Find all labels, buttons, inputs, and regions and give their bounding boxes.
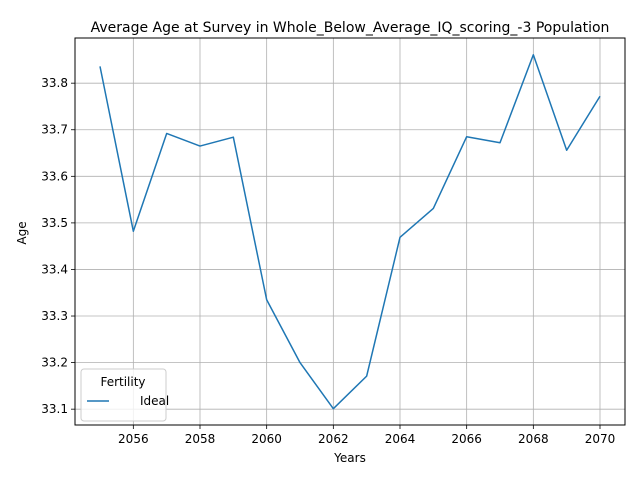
legend-label-ideal: Ideal [140,394,169,408]
y-tick-label: 33.5 [41,216,68,230]
series-line-ideal [99,54,601,410]
grid [75,38,625,425]
legend-box [80,368,167,422]
legend: Fertility Ideal [80,368,169,422]
y-tick-label: 33.7 [41,123,68,137]
x-tick-label: 2056 [118,432,149,446]
x-tick-label: 2070 [585,432,616,446]
chart-title: Average Age at Survey in Whole_Below_Ave… [91,20,610,36]
y-axis-ticks: 33.1 33.2 33.3 33.4 33.5 33.6 33.7 33.8 [41,76,75,416]
legend-title: Fertility [100,375,145,389]
y-tick-label: 33.8 [41,76,68,90]
plot-area-frame [74,37,626,426]
x-axis-ticks: 2056 2058 2060 2062 2064 2066 2068 2070 [118,425,615,446]
y-tick-label: 33.2 [41,356,68,370]
y-tick-label: 33.6 [41,169,68,183]
x-tick-label: 2058 [185,432,216,446]
series-layer [99,54,601,410]
x-tick-label: 2068 [518,432,549,446]
x-tick-label: 2062 [318,432,349,446]
y-axis-title: Age [15,221,29,244]
y-tick-label: 33.4 [41,262,68,276]
x-tick-label: 2064 [385,432,416,446]
x-tick-label: 2066 [451,432,482,446]
y-tick-label: 33.3 [41,309,68,323]
x-axis-title: Years [333,451,366,465]
x-tick-label: 2060 [251,432,282,446]
y-tick-label: 33.1 [41,402,68,416]
